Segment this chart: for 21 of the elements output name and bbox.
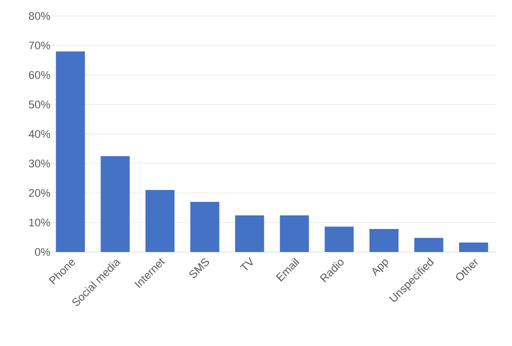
bar [459, 242, 488, 252]
bar [146, 190, 174, 252]
bar [324, 226, 354, 252]
bar [56, 51, 85, 252]
bar [190, 202, 220, 252]
y-tick-label: 30% [28, 160, 50, 168]
bar [370, 228, 398, 252]
y-tick-label: 80% [28, 12, 50, 20]
y-tick-label: 40% [28, 130, 50, 138]
y-tick-label: 20% [29, 189, 50, 197]
y-tick-label: 0% [34, 248, 50, 256]
y-tick-label: 60% [29, 71, 50, 79]
bar [235, 215, 264, 252]
y-tick-label: 10% [29, 218, 50, 226]
y-tick-label: 50% [28, 100, 50, 108]
bar [100, 156, 130, 252]
y-tick-label: 70% [29, 42, 50, 50]
bar [414, 238, 444, 252]
x-tick-label: App [372, 259, 388, 276]
bar [280, 215, 309, 252]
x-tick-label: TV [240, 257, 253, 270]
